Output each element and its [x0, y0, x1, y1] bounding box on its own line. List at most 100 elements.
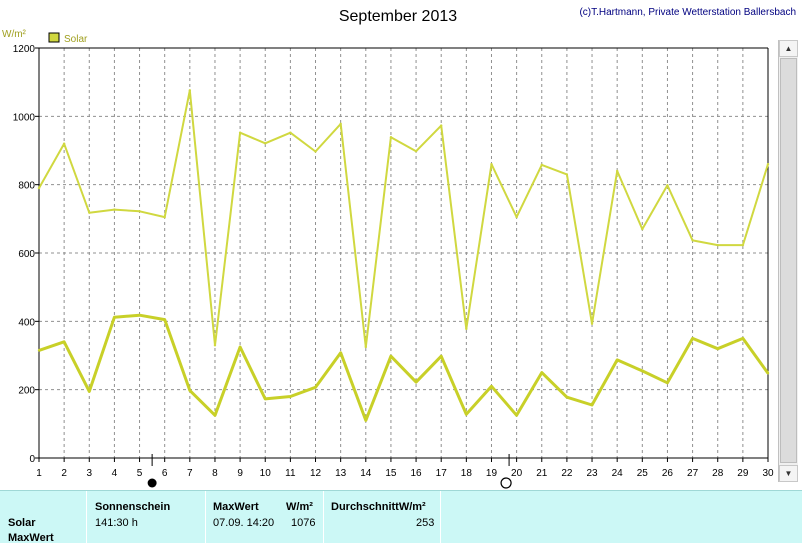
x-tick-label: 30	[762, 468, 774, 479]
x-tick-label: 6	[162, 468, 168, 479]
series-line-average	[38, 313, 770, 422]
average-header: DurchschnittW/m²	[331, 501, 426, 513]
data-point-max	[515, 215, 518, 219]
data-point-average	[213, 414, 217, 417]
data-point-max	[188, 89, 192, 92]
y-tick-label: 800	[18, 181, 35, 192]
data-point-average	[741, 337, 745, 340]
x-tick-label: 25	[637, 468, 649, 479]
x-tick-label: 17	[436, 468, 448, 479]
data-point-average	[641, 369, 644, 373]
data-point-average	[414, 380, 418, 384]
data-point-max	[138, 210, 141, 213]
data-point-max	[565, 173, 569, 176]
x-tick-label: 23	[586, 468, 598, 479]
data-point-average	[615, 358, 619, 362]
data-point-average	[691, 337, 694, 340]
x-tick-label: 7	[187, 468, 193, 479]
column-divider	[323, 491, 324, 544]
data-point-average	[565, 395, 569, 399]
x-tick-label: 27	[687, 468, 699, 479]
data-point-average	[37, 349, 41, 352]
max-unit: W/m²	[286, 501, 313, 513]
average-value: 253	[416, 517, 435, 529]
x-tick-label: 16	[411, 468, 423, 479]
data-point-max	[163, 215, 166, 219]
data-point-max	[314, 150, 317, 153]
x-tick-label: 8	[212, 468, 218, 479]
data-point-max	[716, 243, 719, 247]
data-point-max	[741, 243, 745, 247]
data-point-average	[238, 345, 242, 349]
y-tick-label: 0	[29, 454, 35, 465]
data-point-average	[364, 419, 367, 422]
scroll-thumb[interactable]	[780, 58, 797, 463]
x-tick-label: 26	[662, 468, 674, 479]
x-tick-label: 10	[260, 468, 272, 479]
data-point-max	[440, 124, 443, 127]
data-point-max	[490, 162, 493, 166]
data-point-max	[113, 208, 116, 211]
data-point-average	[389, 354, 393, 358]
data-point-max	[62, 142, 66, 145]
x-tick-label: 19	[486, 468, 498, 479]
data-point-max	[264, 142, 267, 145]
data-point-average	[138, 313, 141, 317]
statistics-panel: Solar MaxWert Sonnenschein 141:30 h MaxW…	[0, 490, 802, 544]
x-tick-label: 18	[461, 468, 473, 479]
data-point-max	[88, 211, 91, 214]
sunshine-value: 141:30 h	[95, 517, 138, 529]
data-point-average	[264, 397, 267, 401]
vertical-scrollbar[interactable]: ▲ ▼	[778, 40, 798, 482]
scroll-up-button[interactable]: ▲	[779, 40, 798, 57]
grid-lines	[39, 47, 769, 458]
y-axis-ticks: 0 200 400 600 800 1000 1200	[13, 44, 39, 465]
x-tick-label: 20	[511, 468, 523, 479]
full-moon-icon	[147, 478, 157, 488]
x-tick-label: 5	[137, 468, 143, 479]
data-point-max	[289, 131, 292, 134]
y-tick-label: 200	[18, 386, 35, 397]
y-tick-label: 600	[18, 249, 35, 260]
data-point-average	[188, 389, 192, 392]
x-tick-label: 12	[310, 468, 322, 479]
data-point-average	[465, 413, 468, 416]
scroll-down-button[interactable]: ▼	[779, 465, 798, 482]
data-point-average	[113, 316, 116, 319]
data-point-max	[37, 186, 41, 190]
data-point-average	[540, 371, 543, 374]
x-axis-ticks: 1 2 3 4 5 6 7 8 9 10 11 12 13 14 15 16 17 18 19 20 21 22 23 24 2…	[36, 458, 774, 479]
data-point-max	[414, 149, 418, 153]
series-lines	[37, 89, 770, 422]
data-point-max	[590, 322, 594, 325]
data-point-average	[666, 381, 669, 385]
data-point-max	[540, 163, 543, 167]
data-point-max	[238, 131, 242, 134]
legend-label: Solar	[64, 34, 88, 45]
data-point-max	[213, 344, 217, 347]
data-point-average	[590, 403, 594, 407]
data-point-average	[766, 372, 770, 375]
data-point-max	[615, 169, 619, 173]
x-tick-label: 28	[712, 468, 724, 479]
x-tick-label: 22	[561, 468, 573, 479]
data-point-max	[666, 184, 669, 187]
x-tick-label: 4	[112, 468, 118, 479]
chart: September 2013 (c)T.Hartmann, Private We…	[2, 7, 796, 489]
data-point-average	[163, 318, 166, 321]
x-tick-label: 2	[61, 468, 67, 479]
x-tick-label: 3	[86, 468, 92, 479]
max-datetime: 07.09. 14:20	[213, 517, 275, 529]
x-tick-label: 1	[36, 468, 42, 479]
y-tick-label: 1200	[13, 44, 36, 55]
legend-swatch	[48, 32, 60, 43]
x-tick-label: 13	[335, 468, 347, 479]
data-point-max	[691, 239, 694, 242]
y-tick-label: 1000	[13, 112, 36, 123]
new-moon-icon	[500, 477, 512, 489]
data-point-average	[62, 340, 66, 344]
x-tick-label: 9	[237, 468, 243, 479]
column-divider	[440, 491, 441, 544]
row-label-solar: Solar	[8, 517, 36, 529]
data-point-average	[339, 351, 342, 354]
